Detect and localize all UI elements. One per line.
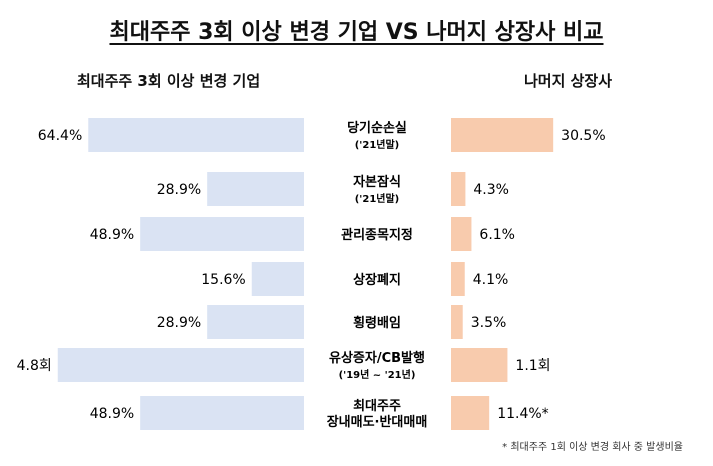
right-value-label: 4.1% <box>473 272 509 288</box>
left-bar <box>207 172 304 206</box>
category-label: 자본잠식 <box>353 174 401 190</box>
right-bar <box>451 262 465 296</box>
left-series-label: 최대주주 3회 이상 변경 기업 <box>77 72 261 90</box>
left-value-label: 28.9% <box>157 315 201 331</box>
left-value-label: 4.8회 <box>17 358 52 374</box>
category-label: 당기순손실 <box>347 120 407 136</box>
category-sublabel: ('19년 ~ '21년) <box>339 368 416 381</box>
right-series-label: 나머지 상장사 <box>524 72 613 90</box>
category-label: 관리종목지정 <box>341 227 413 243</box>
left-bar <box>57 348 305 382</box>
left-value-label: 64.4% <box>38 128 82 144</box>
chart-title: 최대주주 3회 이상 변경 기업 VS 나머지 상장사 비교 <box>109 20 604 45</box>
category-sublabel: 장내매도·반대매매 <box>327 414 428 430</box>
category-label: 횡령배임 <box>353 315 401 331</box>
left-value-label: 48.9% <box>90 227 134 243</box>
category-sublabel: ('21년말) <box>355 138 400 151</box>
left-bar <box>140 396 304 430</box>
category-label: 상장폐지 <box>353 272 401 288</box>
right-bar <box>451 348 508 382</box>
left-value-label: 15.6% <box>201 272 245 288</box>
category-label: 최대주주 <box>353 399 401 414</box>
left-bar <box>140 217 304 251</box>
right-value-label: 4.3% <box>473 182 509 198</box>
right-value-label: 1.1회 <box>515 358 550 374</box>
footnote: * 최대주주 1회 이상 변경 회사 중 발생비율 <box>502 442 683 453</box>
right-bar <box>451 172 466 206</box>
right-value-label: 3.5% <box>471 315 507 331</box>
right-bar <box>451 305 463 339</box>
right-value-label: 11.4%* <box>497 406 548 422</box>
left-bar <box>207 305 304 339</box>
left-bar <box>251 262 304 296</box>
right-bar <box>451 396 490 430</box>
right-value-label: 6.1% <box>479 227 515 243</box>
left-bar <box>88 118 304 152</box>
category-label: 유상증자/CB발행 <box>329 350 425 366</box>
right-bar <box>451 118 554 152</box>
right-bar <box>451 217 472 251</box>
category-sublabel: ('21년말) <box>355 192 400 205</box>
right-value-label: 30.5% <box>561 128 605 144</box>
left-value-label: 28.9% <box>157 182 201 198</box>
left-value-label: 48.9% <box>90 406 134 422</box>
